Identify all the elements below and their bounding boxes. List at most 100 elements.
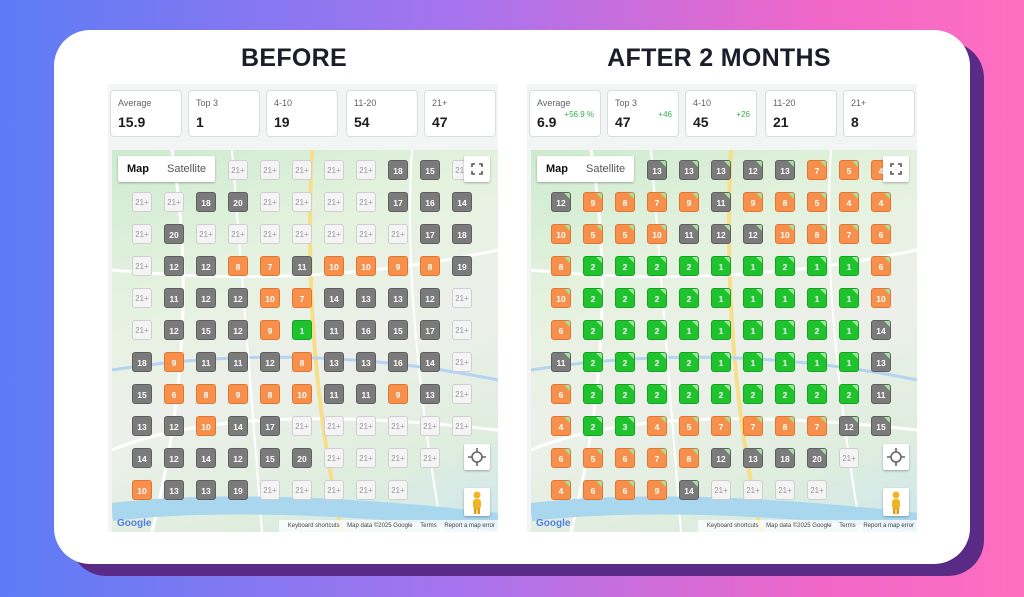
rank-tile[interactable]: 11 xyxy=(356,384,376,404)
rank-tile[interactable]: 21+ xyxy=(388,416,408,436)
rank-tile[interactable]: 11 xyxy=(164,288,184,308)
rank-tile[interactable]: 9 xyxy=(388,256,408,276)
rank-tile[interactable]: 1 xyxy=(743,288,763,308)
street-view-pegman-icon[interactable] xyxy=(464,488,490,516)
rank-tile[interactable]: 12 xyxy=(711,448,731,468)
rank-tile[interactable]: 11 xyxy=(324,320,344,340)
rank-tile[interactable]: 6 xyxy=(615,448,635,468)
rank-tile[interactable]: 14 xyxy=(228,416,248,436)
rank-tile[interactable]: 11 xyxy=(196,352,216,372)
rank-tile[interactable]: 17 xyxy=(420,320,440,340)
rank-tile[interactable]: 7 xyxy=(743,416,763,436)
rank-tile[interactable]: 3 xyxy=(615,416,635,436)
rank-tile[interactable]: 1 xyxy=(743,256,763,276)
rank-tile[interactable]: 2 xyxy=(647,288,667,308)
rank-tile[interactable]: 11 xyxy=(679,224,699,244)
rank-tile[interactable]: 21+ xyxy=(196,224,216,244)
rank-tile[interactable]: 12 xyxy=(839,416,859,436)
rank-tile[interactable]: 21+ xyxy=(324,416,344,436)
rank-tile[interactable]: 2 xyxy=(743,384,763,404)
rank-tile[interactable]: 2 xyxy=(679,256,699,276)
rank-tile[interactable]: 5 xyxy=(839,160,859,180)
rank-tile[interactable]: 6 xyxy=(583,480,603,500)
rank-tile[interactable]: 21+ xyxy=(324,160,344,180)
rank-tile[interactable]: 7 xyxy=(647,448,667,468)
rank-tile[interactable]: 21+ xyxy=(839,448,859,468)
rank-tile[interactable]: 18 xyxy=(196,192,216,212)
rank-tile[interactable]: 12 xyxy=(164,416,184,436)
rank-tile[interactable]: 21+ xyxy=(356,480,376,500)
rank-tile[interactable]: 18 xyxy=(775,448,795,468)
rank-tile[interactable]: 13 xyxy=(743,448,763,468)
rank-tile[interactable]: 21+ xyxy=(388,480,408,500)
rank-tile[interactable]: 21+ xyxy=(356,416,376,436)
rank-tile[interactable]: 17 xyxy=(420,224,440,244)
rank-tile[interactable]: 21+ xyxy=(292,224,312,244)
rank-tile[interactable]: 1 xyxy=(775,352,795,372)
rank-tile[interactable]: 6 xyxy=(551,448,571,468)
rank-tile[interactable]: 7 xyxy=(807,160,827,180)
rank-tile[interactable]: 2 xyxy=(775,384,795,404)
rank-tile[interactable]: 17 xyxy=(260,416,280,436)
rank-tile[interactable]: 11 xyxy=(551,352,571,372)
rank-tile[interactable]: 1 xyxy=(711,288,731,308)
rank-tile[interactable]: 15 xyxy=(420,160,440,180)
rank-tile[interactable]: 21+ xyxy=(807,480,827,500)
rank-tile[interactable]: 7 xyxy=(711,416,731,436)
rank-tile[interactable]: 15 xyxy=(871,416,891,436)
keyboard-shortcuts-link[interactable]: Keyboard shortcuts xyxy=(706,523,759,529)
rank-tile[interactable]: 2 xyxy=(647,352,667,372)
fullscreen-icon[interactable] xyxy=(464,156,490,182)
rank-tile[interactable]: 19 xyxy=(228,480,248,500)
rank-tile[interactable]: 13 xyxy=(196,480,216,500)
rank-tile[interactable]: 14 xyxy=(871,320,891,340)
rank-tile[interactable]: 2 xyxy=(615,320,635,340)
rank-tile[interactable]: 8 xyxy=(615,192,635,212)
rank-tile[interactable]: 21+ xyxy=(324,192,344,212)
rank-tile[interactable]: 21+ xyxy=(292,160,312,180)
rank-tile[interactable]: 2 xyxy=(679,384,699,404)
rank-tile[interactable]: 10 xyxy=(292,384,312,404)
rank-tile[interactable]: 20 xyxy=(228,192,248,212)
rank-tile[interactable]: 12 xyxy=(196,288,216,308)
rank-tile[interactable]: 6 xyxy=(551,320,571,340)
rank-tile[interactable]: 8 xyxy=(196,384,216,404)
terms-link[interactable]: Terms xyxy=(420,523,437,529)
rank-tile[interactable]: 9 xyxy=(679,192,699,212)
rank-tile[interactable]: 6 xyxy=(164,384,184,404)
rank-tile[interactable]: 1 xyxy=(839,288,859,308)
rank-tile[interactable]: 12 xyxy=(164,256,184,276)
rank-tile[interactable]: 13 xyxy=(871,352,891,372)
rank-tile[interactable]: 21+ xyxy=(164,192,184,212)
rank-tile[interactable]: 12 xyxy=(551,192,571,212)
rank-tile[interactable]: 5 xyxy=(807,192,827,212)
rank-tile[interactable]: 1 xyxy=(839,320,859,340)
rank-tile[interactable]: 9 xyxy=(743,192,763,212)
rank-tile[interactable]: 2 xyxy=(583,416,603,436)
map-type-map[interactable]: Map xyxy=(546,163,568,175)
rank-tile[interactable]: 12 xyxy=(260,352,280,372)
rank-tile[interactable]: 16 xyxy=(420,192,440,212)
rank-tile[interactable]: 15 xyxy=(196,320,216,340)
rank-tile[interactable]: 14 xyxy=(420,352,440,372)
rank-tile[interactable]: 21+ xyxy=(356,160,376,180)
rank-tile[interactable]: 1 xyxy=(775,320,795,340)
rank-tile[interactable]: 21+ xyxy=(452,320,472,340)
rank-tile[interactable]: 2 xyxy=(583,320,603,340)
rank-tile[interactable]: 13 xyxy=(775,160,795,180)
rank-tile[interactable]: 11 xyxy=(711,192,731,212)
rank-tile[interactable]: 21+ xyxy=(420,416,440,436)
rank-tile[interactable]: 4 xyxy=(551,480,571,500)
rank-tile[interactable]: 14 xyxy=(196,448,216,468)
rank-tile[interactable]: 5 xyxy=(583,448,603,468)
my-location-icon[interactable] xyxy=(883,444,909,470)
rank-tile[interactable]: 21+ xyxy=(452,288,472,308)
rank-tile[interactable]: 21+ xyxy=(711,480,731,500)
rank-tile[interactable]: 11 xyxy=(871,384,891,404)
rank-tile[interactable]: 1 xyxy=(711,352,731,372)
rank-tile[interactable]: 1 xyxy=(807,288,827,308)
keyboard-shortcuts-link[interactable]: Keyboard shortcuts xyxy=(287,523,340,529)
rank-tile[interactable]: 18 xyxy=(388,160,408,180)
rank-tile[interactable]: 13 xyxy=(132,416,152,436)
rank-tile[interactable]: 21+ xyxy=(452,416,472,436)
